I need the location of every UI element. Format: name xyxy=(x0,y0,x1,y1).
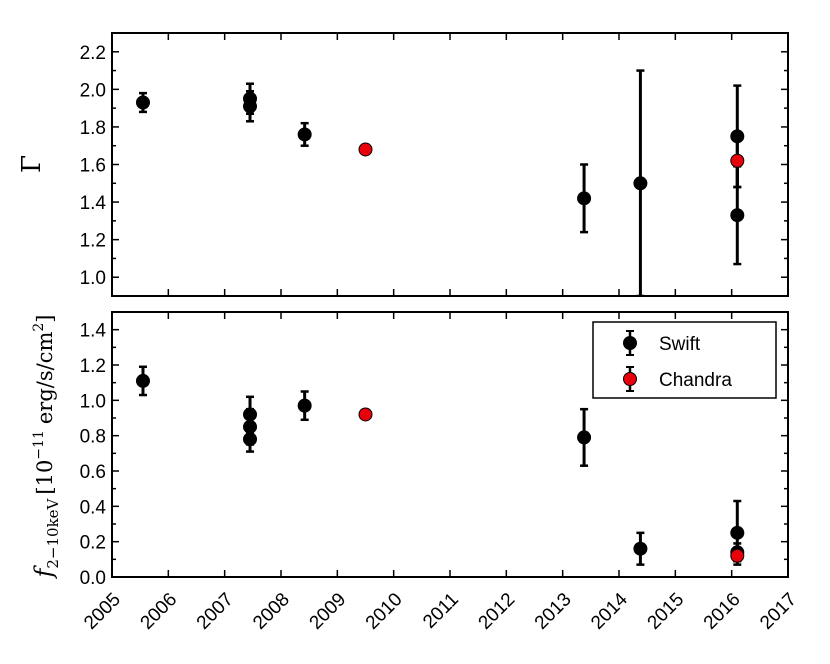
x-tick-label: 2013 xyxy=(531,589,576,634)
swift-point xyxy=(135,373,150,388)
flux-exponent: −11 xyxy=(31,430,47,460)
y-tick-label: 1.2 xyxy=(80,231,106,252)
flux-unit: erg/s/cm xyxy=(33,332,57,425)
y-tick-label: 0.8 xyxy=(80,427,106,448)
flux-bracket-close: ] xyxy=(33,315,57,323)
swift-point xyxy=(577,430,592,445)
legend-chandra-label: Chandra xyxy=(659,370,732,391)
swift-point xyxy=(297,398,312,413)
y-tick-label: 1.4 xyxy=(80,193,107,214)
flux-subscript: 2−10keV xyxy=(44,497,62,568)
swift-point xyxy=(577,191,592,206)
y-tick-label: 0.4 xyxy=(80,497,107,518)
x-tick-label: 2005 xyxy=(80,589,125,634)
chandra-point xyxy=(730,153,745,168)
swift-point xyxy=(633,541,648,556)
data-layer xyxy=(135,69,745,296)
flux-panel: 0.0 0.2 0.4 0.6 0.8 1.0 1.2 1.4 2005 2006 2007 2008… xyxy=(80,311,801,634)
flux-bracket-open: [10 xyxy=(33,460,57,495)
flux-unit-exponent: 2 xyxy=(31,323,47,332)
legend-swift-label: Swift xyxy=(659,334,701,355)
x-tick-label: 2007 xyxy=(193,589,238,634)
swift-point xyxy=(730,208,745,223)
x-tick-label: 2008 xyxy=(249,589,294,634)
x-tick-label: 2015 xyxy=(644,589,689,634)
x-tick-label: 2014 xyxy=(587,589,632,634)
x-tick-label: 2010 xyxy=(362,589,407,634)
swift-point xyxy=(730,525,745,540)
y-tick-label: 1.6 xyxy=(80,156,106,177)
swift-point xyxy=(633,176,648,191)
y-tick-label: 0.2 xyxy=(80,533,106,554)
y-tick-label: 0.6 xyxy=(80,462,106,483)
y-tick-label: 2.0 xyxy=(80,80,106,101)
chandra-point xyxy=(358,407,373,422)
legend-swift-marker xyxy=(623,336,637,350)
y-tick-label: 2.2 xyxy=(80,43,106,64)
swift-point xyxy=(243,99,258,114)
legend-chandra-marker xyxy=(623,372,637,386)
plot-frame xyxy=(111,32,789,297)
data-layer xyxy=(135,365,745,566)
x-tick-label: 2012 xyxy=(475,589,520,634)
legend-box xyxy=(592,321,777,399)
x-tick-label: 2009 xyxy=(306,589,351,634)
gamma-axis-label: Γ xyxy=(17,155,47,173)
x-tick-label: 2016 xyxy=(700,589,745,634)
chandra-point xyxy=(358,142,373,157)
y-tick-label: 1.0 xyxy=(80,391,106,412)
y-tick-label: 0.0 xyxy=(80,568,106,589)
swift-point xyxy=(135,95,150,110)
flux-axis-label: f2−10keV[10−11erg/s/cm2] xyxy=(30,315,62,580)
x-tick-label: 2011 xyxy=(419,589,463,633)
swift-point xyxy=(243,432,258,447)
y-tick-label: 1.2 xyxy=(80,356,106,377)
y-tick-label: 1.4 xyxy=(80,321,107,342)
x-tick-label: 2017 xyxy=(756,589,801,634)
y-tick-label: 1.8 xyxy=(80,118,106,139)
chandra-point xyxy=(730,548,745,563)
y-tick-label: 1.0 xyxy=(80,268,106,289)
x-tick-label: 2006 xyxy=(137,589,182,634)
swift-point xyxy=(297,127,312,142)
gamma-panel: 1.0 1.2 1.4 1.6 1.8 2.0 2.2 xyxy=(80,32,789,297)
